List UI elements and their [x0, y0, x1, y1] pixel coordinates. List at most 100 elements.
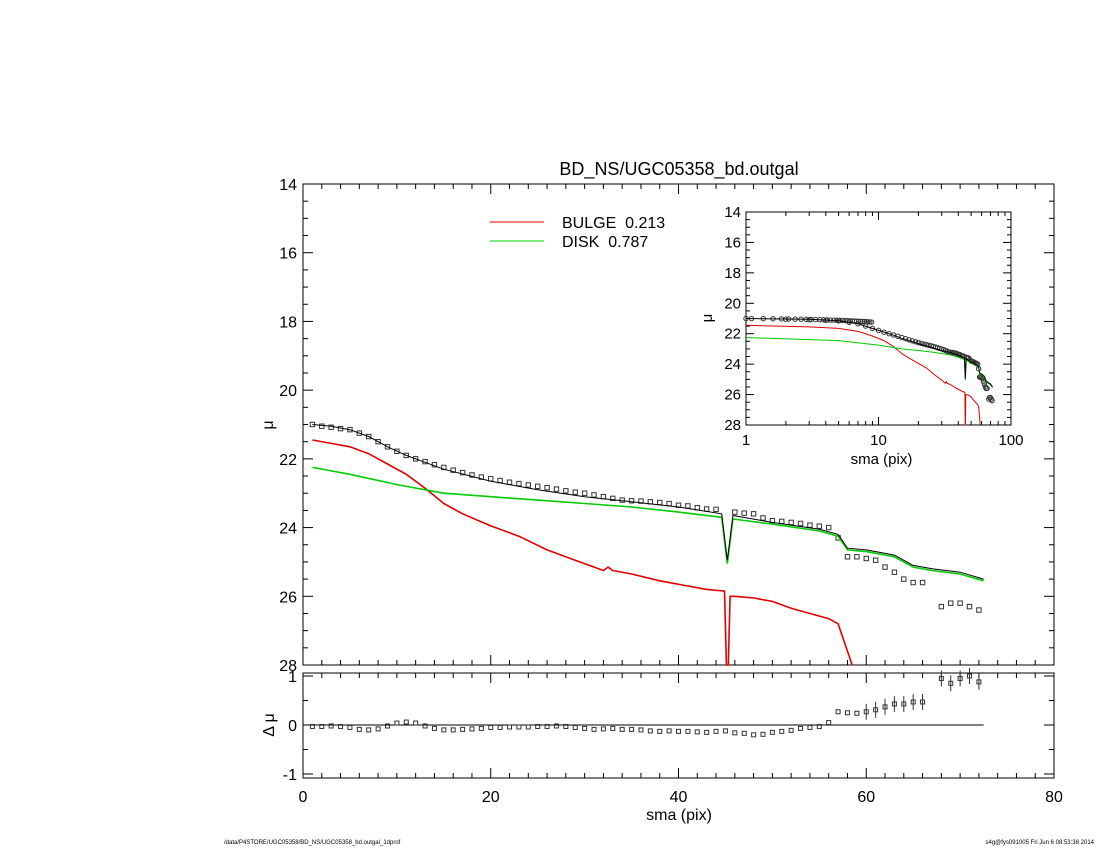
residual-point [769, 729, 775, 735]
observed-point [506, 479, 513, 485]
residual-point [694, 729, 700, 735]
residual-point [741, 730, 747, 736]
residual-point [657, 728, 663, 734]
residual-point [544, 723, 550, 729]
residual-point [704, 729, 710, 735]
residual-point [779, 728, 785, 734]
resid-y-tick-label: -1 [283, 767, 297, 784]
observed-point [703, 506, 710, 512]
observed-point [779, 518, 785, 525]
resid-x-tick-label: 60 [857, 789, 875, 806]
inset-observed-point [989, 397, 995, 404]
series-line-disk [312, 466, 984, 582]
legend-label: DISK 0.787 [562, 234, 648, 251]
residual-point [403, 719, 409, 725]
observed-point [591, 492, 597, 498]
inset-y-tick-label: 14 [724, 204, 741, 221]
residual-point [375, 726, 381, 732]
inset-observed-point [863, 319, 870, 325]
legend-label: BULGE 0.213 [562, 215, 665, 232]
observed-point [384, 444, 391, 450]
residual-point [882, 704, 888, 710]
observed-point [760, 515, 766, 521]
main-y-axis-label: μ [260, 420, 277, 429]
inset-y-tick-label: 18 [724, 265, 741, 282]
residual-point [563, 723, 569, 729]
observed-point [844, 554, 851, 560]
residual-point [619, 726, 625, 732]
observed-point [732, 509, 738, 515]
observed-point [854, 554, 860, 560]
residual-point [441, 727, 447, 733]
residual-point [901, 701, 907, 707]
observed-point [544, 485, 550, 491]
observed-point [666, 500, 672, 507]
residual-point [431, 725, 437, 731]
observed-point [412, 456, 419, 462]
residual-point [722, 728, 728, 734]
observed-point [788, 519, 794, 526]
observed-point [534, 483, 541, 490]
residual-point [535, 723, 541, 729]
observed-point [826, 524, 832, 531]
residual-point [826, 720, 832, 726]
resid-y-axis-label: Δ μ [261, 713, 278, 736]
inset-observed-point [858, 318, 864, 325]
observed-point [610, 495, 616, 502]
observed-point [572, 489, 578, 495]
observed-point [976, 607, 982, 613]
observed-point [497, 477, 503, 484]
inset-observed-point [839, 317, 846, 324]
residual-point [309, 723, 315, 729]
residual-point [807, 724, 813, 730]
observed-point [957, 600, 963, 606]
residual-point [863, 709, 869, 715]
observed-point [581, 490, 588, 496]
residual-point [873, 707, 879, 713]
inset-observed-point [981, 381, 988, 387]
observed-point [901, 576, 907, 582]
main-y-tick-label: 18 [279, 314, 297, 331]
observed-point [713, 506, 719, 513]
inset-observed-point [868, 319, 875, 325]
residual-point [507, 724, 513, 730]
inset-observed-point [881, 329, 887, 335]
observed-point [619, 497, 625, 503]
inset-observed-point [860, 318, 866, 325]
inset-y-tick-label: 26 [724, 387, 741, 404]
inset-y-tick-label: 24 [724, 356, 741, 373]
residual-point [582, 725, 588, 731]
footer-file-path: /data/P4STORE/UGC05358/BD_NS/UGC05358_bd… [224, 840, 401, 846]
residual-point [600, 726, 606, 732]
resid-x-tick-label: 20 [482, 789, 500, 806]
main-y-tick-label: 16 [279, 246, 297, 263]
inset-x-tick-label: 10 [870, 432, 887, 449]
residual-point [967, 673, 973, 679]
residual-point [685, 728, 691, 734]
inset-observed-point [923, 341, 930, 348]
residual-point [450, 727, 456, 733]
residual-point [525, 724, 531, 730]
residual-point [478, 725, 484, 731]
main-y-tick-label: 20 [279, 383, 297, 400]
observed-point [938, 603, 945, 610]
footer-timestamp: s4g@fys091005 Fri Jun 6 08:53:38 2014 [985, 840, 1095, 846]
observed-point [741, 510, 747, 516]
main-y-tick-label: 26 [279, 589, 297, 606]
inset-series-line-model [745, 318, 993, 388]
chart-title: BD_NS/UGC05358_bd.outgal [559, 159, 798, 180]
residual-point [920, 699, 926, 705]
residual-point [338, 723, 344, 729]
observed-point [366, 433, 372, 440]
inset-y-tick-label: 28 [724, 417, 741, 434]
x-axis-label: sma (pix) [646, 807, 712, 824]
residual-point [976, 679, 982, 685]
observed-point [863, 555, 869, 562]
residual-point [497, 724, 503, 730]
residual-point [553, 723, 559, 729]
observed-point [807, 522, 813, 528]
resid-x-tick-label: 40 [670, 789, 688, 806]
observed-point [882, 564, 888, 570]
residual-point [816, 723, 822, 729]
